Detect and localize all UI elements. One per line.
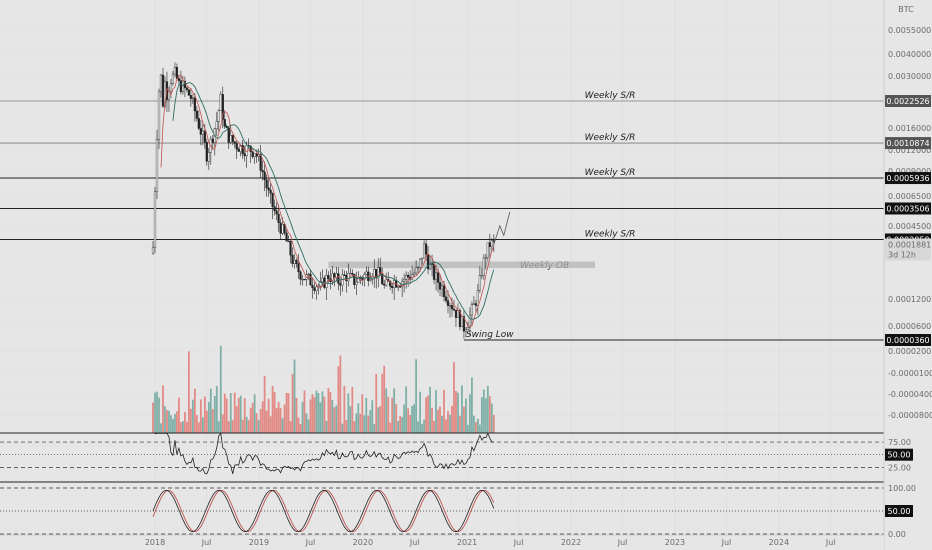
price-level-tag: 0.0010874 [885,137,931,150]
time-tick-label: Jul [409,538,420,547]
price-tick-label: 0.0012000 [888,146,931,155]
price-candles [151,62,495,339]
time-tick-label: Jul [513,538,524,547]
volume-pane [0,345,884,434]
moving-average-slow [172,82,495,320]
price-level-tag: 0.0005936 [885,172,931,185]
price-tick-label: 0.0040000 [888,50,931,59]
svg-text:0.0000360: 0.0000360 [886,336,929,345]
level-label: Weekly S/R [585,133,636,143]
price-axis[interactable]: 0.0055000 0.0040000 0.0030000 0.0016000 0.00… [883,0,932,550]
time-axis[interactable]: 2018 Jul 2019 Jul 2020 Jul 2021 Jul 2022 Jul 2023 J… [0,534,884,550]
time-tick-label: 2018 [145,538,165,547]
price-level-tag: 0.0022526 [885,95,931,107]
currency-label: BTC [898,5,914,14]
level-label: Swing Low [466,330,514,340]
price-tick-label: 0.0000200 [888,347,931,356]
price-tick-label: -0.0000100 [888,369,932,378]
moving-average-fast [160,74,495,327]
time-tick-label: Jul [617,538,628,547]
time-tick-label: 2022 [561,538,581,547]
price-level-tag: 0.0003506 [885,202,931,215]
svg-text:0.0010874: 0.0010874 [886,139,929,148]
price-tick-label: -0.0000400 [888,390,932,399]
level-label: Weekly S/R [585,168,636,178]
level-label: Weekly S/R [585,229,636,239]
rsi-pane [0,432,884,483]
price-tick-label: 0.0006500 [888,192,931,201]
rsi-tick-label: 75.00 [888,438,911,447]
time-tick-label: 2021 [457,538,477,547]
time-tick-label: Jul [721,538,732,547]
stoch-rsi-pane [0,487,884,535]
svg-text:50.00: 50.00 [888,507,911,516]
indicator-value-tag: 50.00 [885,448,913,461]
time-tick-label: 2020 [353,538,373,547]
price-tick-label: 0.0016000 [888,124,931,133]
price-level-tag: 0.0000360 [885,334,931,346]
svg-text:50.00: 50.00 [888,451,911,460]
price-tick-label: 0.0004500 [888,222,931,231]
stoch-tick-label: 100.00 [888,484,916,493]
time-tick-label: Jul [201,538,212,547]
price-tick-label: 0.0000600 [888,322,931,331]
svg-text:0.0022526: 0.0022526 [886,97,929,106]
svg-text:0.0005936: 0.0005936 [886,174,929,183]
price-tick-label: 0.0030000 [888,72,931,81]
time-tick-label: Jul [305,538,316,547]
projection-path [493,211,511,245]
weekly-order-block [328,261,595,269]
time-tick-label: 2024 [769,538,789,547]
price-tick-label: 0.0055000 [888,26,931,35]
price-tick-label: 0.0001200 [888,295,931,304]
rsi-tick-label: 25.00 [888,463,911,472]
price-tick-label: -0.0000800 [888,411,932,420]
time-tick-label: 2019 [249,538,269,547]
grid-lines [0,0,884,535]
svg-text:3d 12h: 3d 12h [888,250,916,259]
svg-text:0.0003506: 0.0003506 [886,204,929,213]
time-tick-label: 2023 [665,538,685,547]
level-label: Weekly S/R [585,91,636,101]
indicator-value-tag: 50.00 [885,505,913,517]
time-tick-label: Jul [825,538,836,547]
price-tick-label: 0.0009000 [888,167,931,176]
svg-text:0.0001881: 0.0001881 [888,240,931,249]
stoch-tick-label: 0.00 [888,530,906,539]
